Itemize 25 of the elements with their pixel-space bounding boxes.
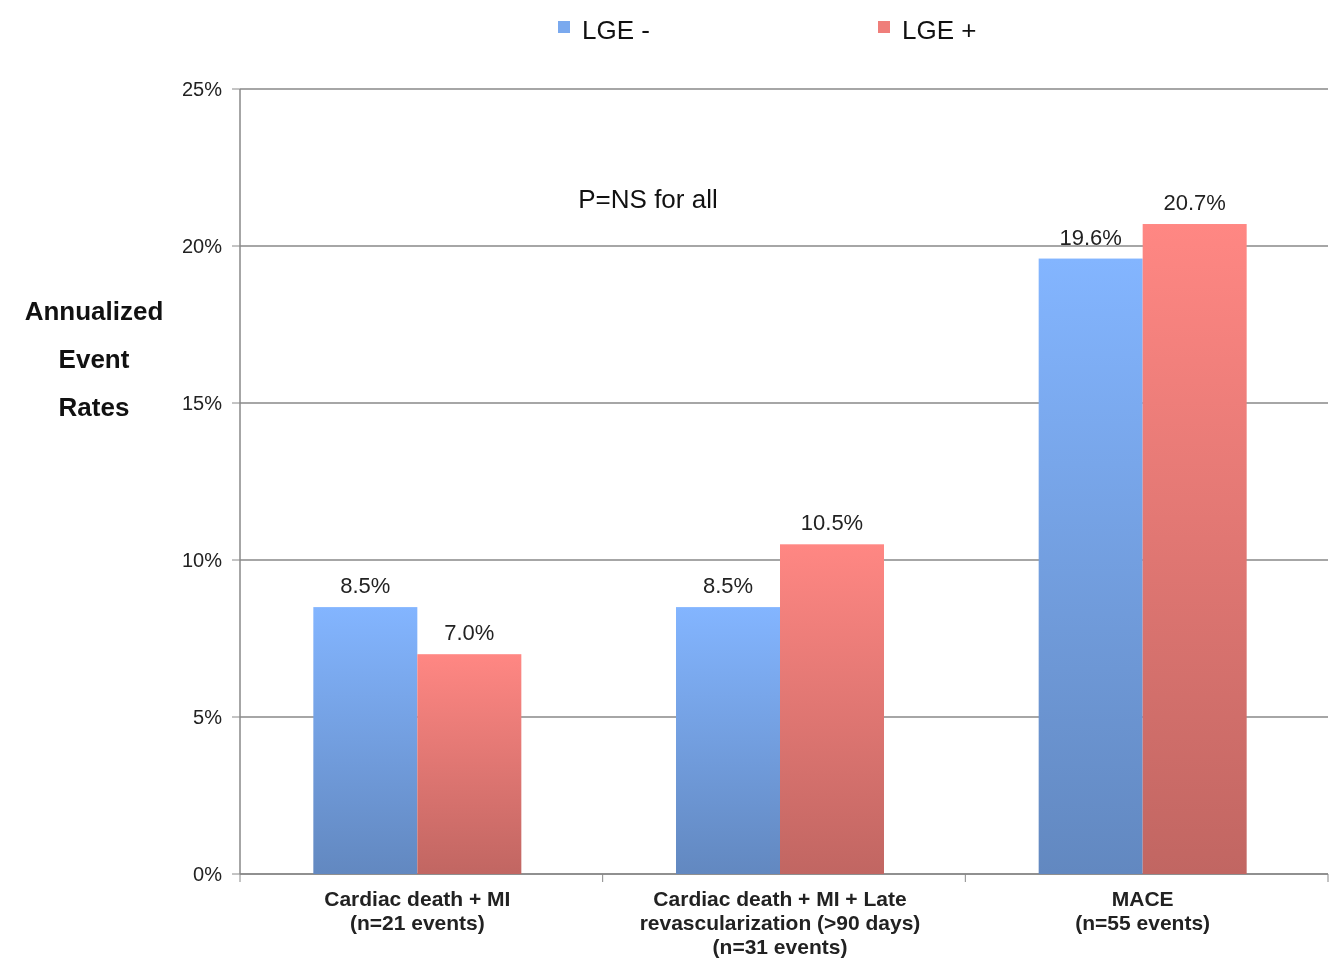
data-label: 10.5% — [800, 510, 864, 536]
data-label: 8.5% — [340, 573, 391, 599]
bar — [780, 544, 884, 874]
bar — [1038, 258, 1143, 874]
bar — [313, 607, 418, 874]
bar — [676, 607, 780, 874]
data-label: 8.5% — [702, 573, 754, 599]
x-tick-label: Cardiac death + MI + Late revascularization (>90 days) (n=31 events) — [639, 887, 921, 958]
y-tick-label: 5% — [193, 706, 223, 728]
y-tick-label: 20% — [181, 235, 223, 257]
annotation: P=NS for all — [578, 184, 718, 214]
data-label: 19.6% — [1059, 224, 1122, 250]
legend-label: LGE + — [902, 15, 977, 45]
y-tick-label: 15% — [181, 392, 223, 414]
bar — [1142, 224, 1247, 874]
data-label: 7.0% — [444, 620, 495, 646]
legend-label: LGE - — [582, 15, 650, 45]
y-tick-label: 25% — [181, 78, 223, 100]
y-tick-label: 10% — [181, 549, 223, 571]
y-axis-title: Annualized Event Rates — [24, 296, 164, 422]
y-tick-label: 0% — [193, 863, 223, 885]
data-label: 20.7% — [1163, 190, 1226, 216]
x-tick-label: MACE (n=55 events) — [1075, 887, 1211, 934]
x-tick-label: Cardiac death + MI (n=21 events) — [324, 887, 511, 934]
bar — [417, 654, 522, 874]
